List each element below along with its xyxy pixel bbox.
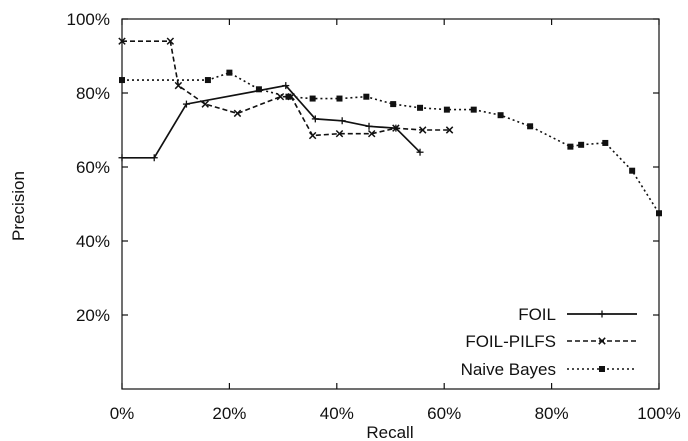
data-point xyxy=(416,148,424,156)
data-point xyxy=(363,93,370,100)
x-tick-label: 60% xyxy=(427,404,461,423)
data-point xyxy=(497,112,504,119)
series-line xyxy=(122,84,421,159)
data-point xyxy=(204,77,211,84)
data-point xyxy=(309,95,316,102)
series-0 xyxy=(118,82,424,162)
y-tick-label: 60% xyxy=(76,158,110,177)
legend-label: Naive Bayes xyxy=(461,360,556,379)
x-axis-label: Recall xyxy=(366,423,413,441)
data-point xyxy=(335,129,344,138)
data-point xyxy=(174,81,183,90)
legend-label: FOIL-PILFS xyxy=(465,332,556,351)
data-point xyxy=(445,126,454,134)
data-point xyxy=(567,143,574,150)
data-point xyxy=(255,86,262,93)
data-point xyxy=(367,129,376,138)
x-tick-label: 40% xyxy=(320,404,354,423)
legend-label: FOIL xyxy=(518,305,556,324)
data-point xyxy=(470,106,477,113)
plot-frame xyxy=(121,18,660,390)
y-tick-label: 80% xyxy=(76,84,110,103)
series-layer xyxy=(118,37,662,217)
x-tick-label: 100% xyxy=(637,404,680,423)
data-point xyxy=(119,77,125,84)
data-point xyxy=(338,117,346,125)
data-point xyxy=(182,100,190,108)
data-point xyxy=(418,126,427,134)
data-point xyxy=(150,154,158,162)
data-point xyxy=(226,69,233,76)
axis-ticks: 0% 20% 40% 60% 80% 100% 20% 40% 60% 80% 100% xyxy=(67,10,681,423)
legend-marker xyxy=(599,366,605,372)
legend-marker xyxy=(598,337,606,345)
data-point xyxy=(656,210,662,217)
data-point xyxy=(578,141,585,148)
x-tick-label: 20% xyxy=(212,404,246,423)
data-point xyxy=(166,37,175,45)
x-tick-label: 0% xyxy=(110,404,135,423)
data-point xyxy=(118,154,126,162)
data-point xyxy=(118,37,126,45)
data-point xyxy=(282,82,290,90)
data-point xyxy=(311,115,319,123)
data-point xyxy=(629,167,636,174)
y-tick-label: 100% xyxy=(67,10,110,29)
data-point xyxy=(443,106,450,113)
y-tick-label: 40% xyxy=(76,232,110,251)
data-point xyxy=(285,93,292,100)
data-point xyxy=(390,101,397,108)
data-point xyxy=(602,139,609,146)
data-point xyxy=(336,95,343,102)
legend-marker xyxy=(598,310,606,318)
data-point xyxy=(417,104,424,111)
data-point xyxy=(308,131,317,140)
data-point xyxy=(392,124,400,132)
y-tick-label: 20% xyxy=(76,306,110,325)
data-point xyxy=(201,100,209,108)
y-axis-label: Precision xyxy=(9,171,28,241)
data-point xyxy=(233,109,242,118)
series-2 xyxy=(119,69,662,217)
data-point xyxy=(365,122,373,130)
data-point xyxy=(527,123,534,130)
legend: FOIL FOIL-PILFS Naive Bayes xyxy=(461,305,637,379)
x-tick-label: 80% xyxy=(535,404,569,423)
